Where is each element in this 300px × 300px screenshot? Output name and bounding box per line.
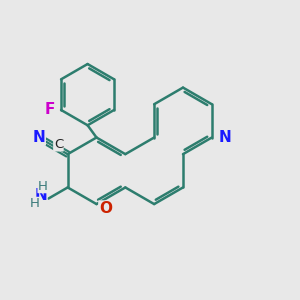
- Text: C: C: [54, 138, 63, 151]
- Text: H: H: [38, 180, 48, 193]
- Text: H: H: [30, 197, 40, 210]
- Text: N: N: [32, 130, 45, 145]
- Text: F: F: [44, 103, 55, 118]
- Text: N: N: [34, 188, 47, 202]
- Text: O: O: [99, 201, 112, 216]
- Text: N: N: [218, 130, 231, 145]
